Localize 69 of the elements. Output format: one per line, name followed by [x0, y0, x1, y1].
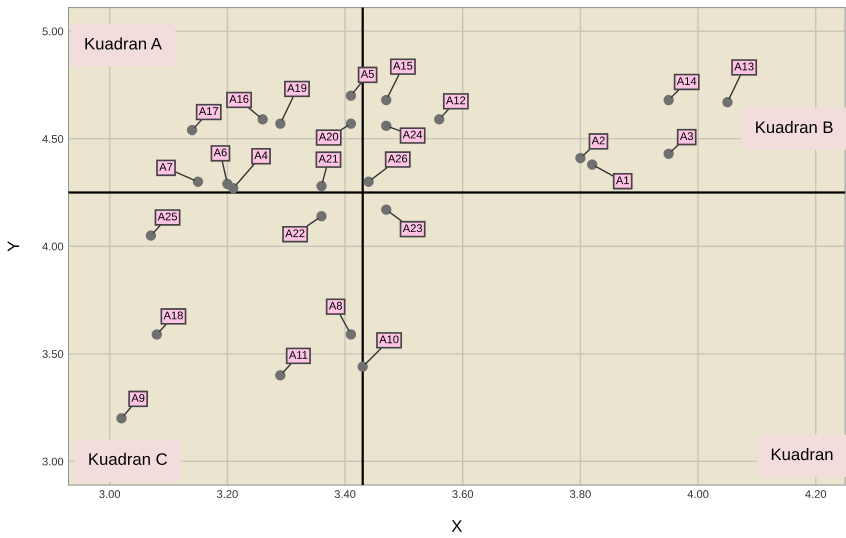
point	[346, 90, 356, 101]
point	[722, 96, 733, 108]
annotation: A17	[198, 107, 218, 115]
x-tick-label: 3.20	[216, 490, 238, 498]
point	[381, 94, 392, 106]
y-tick-label: 4.00	[42, 242, 64, 250]
point	[257, 114, 268, 125]
annotation: A3	[680, 132, 694, 140]
point	[116, 413, 127, 424]
annotation: A26	[388, 154, 408, 163]
point	[275, 370, 286, 381]
x-tick-label: 3.60	[452, 490, 474, 498]
y-tick-label: 4.50	[42, 134, 64, 143]
point	[316, 210, 327, 222]
annotation: A2	[592, 136, 605, 144]
x-tick-label: 4.20	[805, 490, 826, 498]
x-axis-title: X	[452, 520, 462, 532]
annotation: A21	[318, 154, 338, 163]
point	[363, 176, 374, 187]
point	[586, 159, 598, 170]
point	[316, 180, 327, 192]
annotation: A8	[328, 302, 342, 310]
annotation: A9	[131, 394, 144, 402]
point	[192, 176, 204, 187]
annotation: Kuadran A	[85, 37, 162, 50]
point	[381, 120, 392, 132]
annotation: A24	[402, 130, 422, 138]
point	[152, 329, 162, 340]
annotation: A18	[164, 312, 183, 320]
point	[346, 329, 356, 340]
annotation: A5	[360, 70, 374, 78]
x-tick-label: 4.00	[688, 490, 708, 498]
annotation: A20	[318, 132, 338, 141]
y-tick-label: 5.00	[42, 27, 64, 36]
annotation: A12	[446, 96, 466, 104]
y-tick-label: 3.00	[42, 458, 64, 466]
annotation: A15	[393, 62, 412, 70]
point	[575, 152, 586, 164]
point	[275, 118, 286, 129]
annotation: A10	[379, 335, 399, 344]
annotation: Kuadran	[772, 448, 832, 460]
y-axis-title: Y	[8, 241, 20, 252]
point	[434, 114, 444, 125]
annotation: A16	[229, 95, 248, 103]
annotation: A13	[734, 62, 754, 70]
point	[146, 230, 156, 241]
point	[222, 178, 233, 190]
annotation: A25	[158, 212, 177, 220]
annotation: Kuadran B	[756, 120, 833, 134]
x-tick-label: 3.40	[334, 490, 356, 498]
point	[358, 362, 368, 372]
point	[346, 118, 356, 129]
annotation: A7	[159, 163, 172, 171]
annotation: A14	[676, 77, 696, 85]
x-tick-label: 3.00	[99, 490, 120, 498]
annotation: A23	[402, 224, 422, 232]
x-tick-label: 3.80	[570, 490, 591, 498]
annotation: A1	[616, 176, 629, 184]
annotation: A11	[288, 351, 308, 359]
point	[381, 204, 392, 215]
annotation: Kuadran C	[89, 452, 167, 465]
annotation: A22	[285, 229, 304, 238]
point	[663, 94, 674, 106]
y-tick-label: 3.50	[42, 350, 64, 358]
annotation: A4	[254, 151, 268, 160]
annotation: A19	[287, 84, 306, 92]
annotation: A6	[214, 148, 227, 156]
point	[186, 124, 198, 136]
point	[663, 148, 674, 159]
